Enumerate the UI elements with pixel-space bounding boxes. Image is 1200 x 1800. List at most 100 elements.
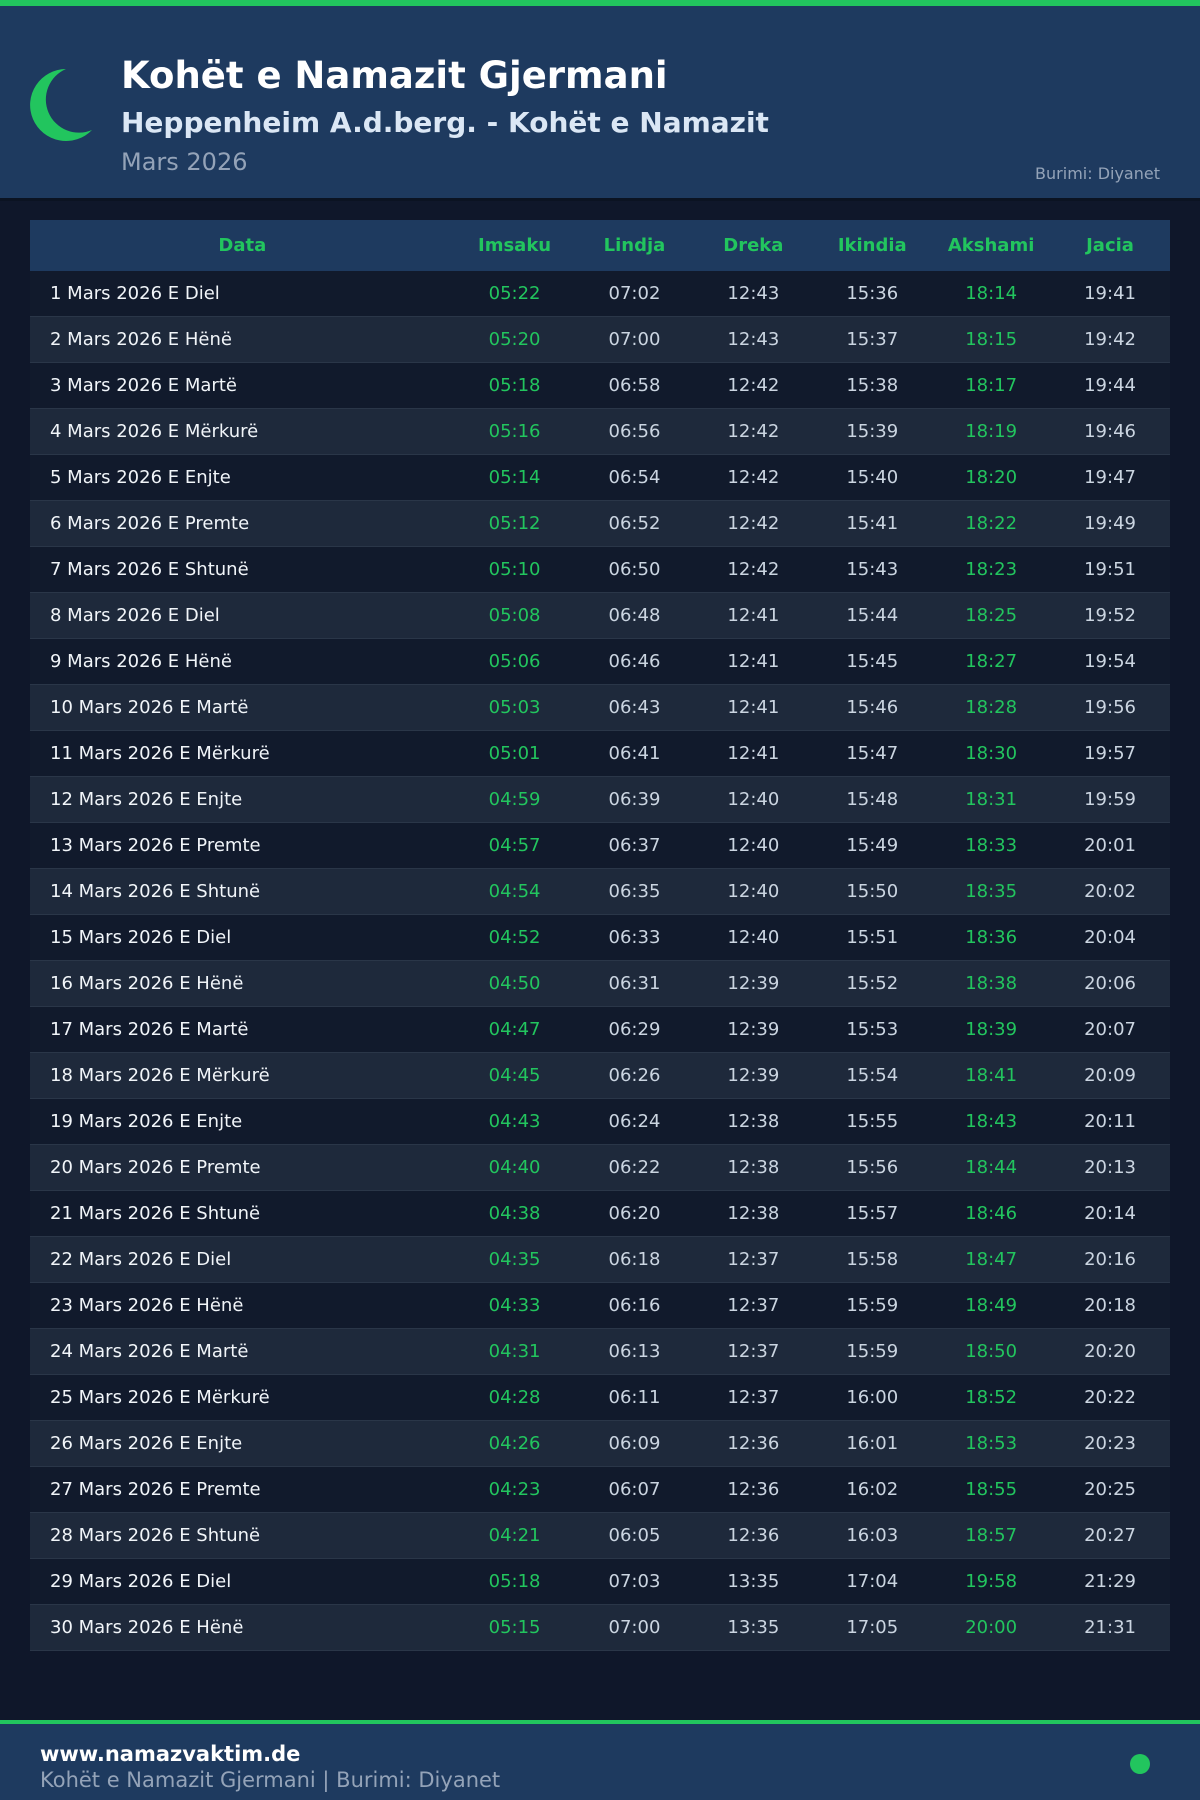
date-cell: 26 Mars 2026 E Enjte bbox=[50, 1433, 243, 1454]
time-cell-ikindia: 15:47 bbox=[846, 743, 899, 764]
time-cell-imsaku: 04:38 bbox=[488, 1203, 541, 1224]
time-cell-ikindia: 15:36 bbox=[846, 283, 899, 304]
page-footer: www.namazvaktim.de Kohët e Namazit Gjerm… bbox=[0, 1720, 1200, 1800]
time-cell-lindja: 06:18 bbox=[608, 1249, 661, 1270]
time-cell-lindja: 06:43 bbox=[608, 697, 661, 718]
date-cell: 8 Mars 2026 E Diel bbox=[50, 605, 220, 626]
time-cell-ikindia: 15:39 bbox=[846, 421, 899, 442]
time-cell-akshami: 20:00 bbox=[965, 1617, 1018, 1638]
time-cell-akshami: 18:50 bbox=[965, 1341, 1018, 1362]
time-cell-dreka: 12:41 bbox=[727, 743, 780, 764]
table-row: 4 Mars 2026 E Mërkurë 05:16 06:56 12:42 15:3… bbox=[30, 409, 1170, 455]
time-cell-dreka: 12:41 bbox=[727, 605, 780, 626]
time-cell-dreka: 12:40 bbox=[727, 835, 780, 856]
time-cell-jacia: 19:57 bbox=[1084, 743, 1136, 764]
date-cell: 3 Mars 2026 E Martë bbox=[50, 375, 237, 396]
time-cell-akshami: 18:36 bbox=[965, 927, 1018, 948]
time-cell-lindja: 06:13 bbox=[608, 1341, 661, 1362]
time-cell-dreka: 12:36 bbox=[727, 1433, 780, 1454]
time-cell-jacia: 19:44 bbox=[1084, 375, 1136, 396]
table-row: 17 Mars 2026 E Martë 04:47 06:29 12:39 15:53… bbox=[30, 1007, 1170, 1053]
time-cell-dreka: 12:39 bbox=[727, 1065, 780, 1086]
table-row: 23 Mars 2026 E Hënë 04:33 06:16 12:37 15:59 1… bbox=[30, 1283, 1170, 1329]
time-cell-imsaku: 05:03 bbox=[488, 697, 541, 718]
time-cell-ikindia: 15:41 bbox=[846, 513, 899, 534]
time-cell-imsaku: 05:14 bbox=[488, 467, 541, 488]
time-cell-dreka: 12:43 bbox=[727, 329, 780, 350]
time-cell-akshami: 18:23 bbox=[965, 559, 1018, 580]
table-row: 11 Mars 2026 E Mërkurë 05:01 06:41 12:41 15:… bbox=[30, 731, 1170, 777]
time-cell-lindja: 06:24 bbox=[608, 1111, 661, 1132]
time-cell-imsaku: 04:21 bbox=[488, 1525, 541, 1546]
time-cell-akshami: 18:44 bbox=[965, 1157, 1018, 1178]
time-cell-jacia: 19:56 bbox=[1084, 697, 1136, 718]
time-cell-jacia: 19:42 bbox=[1084, 329, 1136, 350]
time-cell-jacia: 19:47 bbox=[1084, 467, 1136, 488]
date-cell: 7 Mars 2026 E Shtunë bbox=[50, 559, 249, 580]
time-cell-ikindia: 15:40 bbox=[846, 467, 899, 488]
time-cell-lindja: 06:22 bbox=[608, 1157, 661, 1178]
column-header-lindja: Lindja bbox=[603, 235, 666, 256]
time-cell-jacia: 20:20 bbox=[1084, 1341, 1136, 1362]
footer-site-link[interactable]: www.namazvaktim.de bbox=[40, 1742, 301, 1766]
time-cell-dreka: 12:41 bbox=[727, 697, 780, 718]
date-cell: 25 Mars 2026 E Mërkurë bbox=[50, 1387, 270, 1408]
time-cell-dreka: 12:42 bbox=[727, 421, 780, 442]
date-cell: 4 Mars 2026 E Mërkurë bbox=[50, 421, 259, 442]
time-cell-lindja: 06:09 bbox=[608, 1433, 661, 1454]
time-cell-imsaku: 04:45 bbox=[488, 1065, 541, 1086]
time-cell-jacia: 20:23 bbox=[1084, 1433, 1136, 1454]
time-cell-ikindia: 17:05 bbox=[846, 1617, 899, 1638]
time-cell-akshami: 18:28 bbox=[965, 697, 1018, 718]
time-cell-dreka: 13:35 bbox=[727, 1617, 780, 1638]
time-cell-jacia: 19:52 bbox=[1084, 605, 1136, 626]
table-body: 1 Mars 2026 E Diel 05:22 07:02 12:43 15:36 18… bbox=[30, 271, 1170, 1651]
source-label: Burimi: Diyanet bbox=[1035, 164, 1160, 183]
time-cell-ikindia: 15:59 bbox=[846, 1341, 899, 1362]
time-cell-jacia: 20:14 bbox=[1084, 1203, 1136, 1224]
table-row: 21 Mars 2026 E Shtunë 04:38 06:20 12:38 15:5… bbox=[30, 1191, 1170, 1237]
column-header-ikindia: Ikindia bbox=[837, 235, 907, 256]
time-cell-akshami: 18:25 bbox=[965, 605, 1018, 626]
date-cell: 18 Mars 2026 E Mërkurë bbox=[50, 1065, 270, 1086]
time-cell-dreka: 12:37 bbox=[727, 1295, 780, 1316]
time-cell-dreka: 12:36 bbox=[727, 1479, 780, 1500]
time-cell-dreka: 12:40 bbox=[727, 881, 780, 902]
time-cell-akshami: 19:58 bbox=[965, 1571, 1018, 1592]
time-cell-imsaku: 05:12 bbox=[488, 513, 541, 534]
table-row: 27 Mars 2026 E Premte 04:23 06:07 12:36 16:0… bbox=[30, 1467, 1170, 1513]
time-cell-lindja: 07:00 bbox=[608, 1617, 661, 1638]
time-cell-imsaku: 04:40 bbox=[488, 1157, 541, 1178]
time-cell-akshami: 18:19 bbox=[965, 421, 1018, 442]
time-cell-dreka: 12:40 bbox=[727, 927, 780, 948]
time-cell-imsaku: 05:18 bbox=[488, 1571, 541, 1592]
time-cell-imsaku: 05:18 bbox=[488, 375, 541, 396]
time-cell-ikindia: 15:55 bbox=[846, 1111, 899, 1132]
time-cell-imsaku: 04:54 bbox=[488, 881, 541, 902]
prayer-times-table: Data Imsaku Lindja Dreka Ikindia Akshami Jacia… bbox=[30, 220, 1170, 1651]
date-cell: 19 Mars 2026 E Enjte bbox=[50, 1111, 243, 1132]
table-row: 16 Mars 2026 E Hënë 04:50 06:31 12:39 15:52 1… bbox=[30, 961, 1170, 1007]
time-cell-imsaku: 05:10 bbox=[488, 559, 541, 580]
table-row: 26 Mars 2026 E Enjte 04:26 06:09 12:36 16:01… bbox=[30, 1421, 1170, 1467]
time-cell-ikindia: 17:04 bbox=[846, 1571, 899, 1592]
time-cell-jacia: 20:06 bbox=[1084, 973, 1136, 994]
time-cell-akshami: 18:39 bbox=[965, 1019, 1018, 1040]
time-cell-jacia: 19:41 bbox=[1084, 283, 1136, 304]
time-cell-jacia: 19:49 bbox=[1084, 513, 1136, 534]
date-cell: 10 Mars 2026 E Martë bbox=[50, 697, 249, 718]
time-cell-lindja: 06:48 bbox=[608, 605, 661, 626]
time-cell-dreka: 12:43 bbox=[727, 283, 780, 304]
time-cell-ikindia: 15:57 bbox=[846, 1203, 899, 1224]
time-cell-imsaku: 04:28 bbox=[488, 1387, 541, 1408]
time-cell-jacia: 20:01 bbox=[1084, 835, 1136, 856]
table-row: 30 Mars 2026 E Hënë 05:15 07:00 13:35 17:05 2… bbox=[30, 1605, 1170, 1651]
time-cell-akshami: 18:20 bbox=[965, 467, 1018, 488]
time-cell-imsaku: 05:08 bbox=[488, 605, 541, 626]
time-cell-lindja: 06:37 bbox=[608, 835, 661, 856]
time-cell-imsaku: 04:31 bbox=[488, 1341, 541, 1362]
time-cell-lindja: 06:20 bbox=[608, 1203, 661, 1224]
time-cell-jacia: 21:31 bbox=[1084, 1617, 1136, 1638]
time-cell-lindja: 06:07 bbox=[608, 1479, 661, 1500]
time-cell-ikindia: 16:02 bbox=[846, 1479, 899, 1500]
